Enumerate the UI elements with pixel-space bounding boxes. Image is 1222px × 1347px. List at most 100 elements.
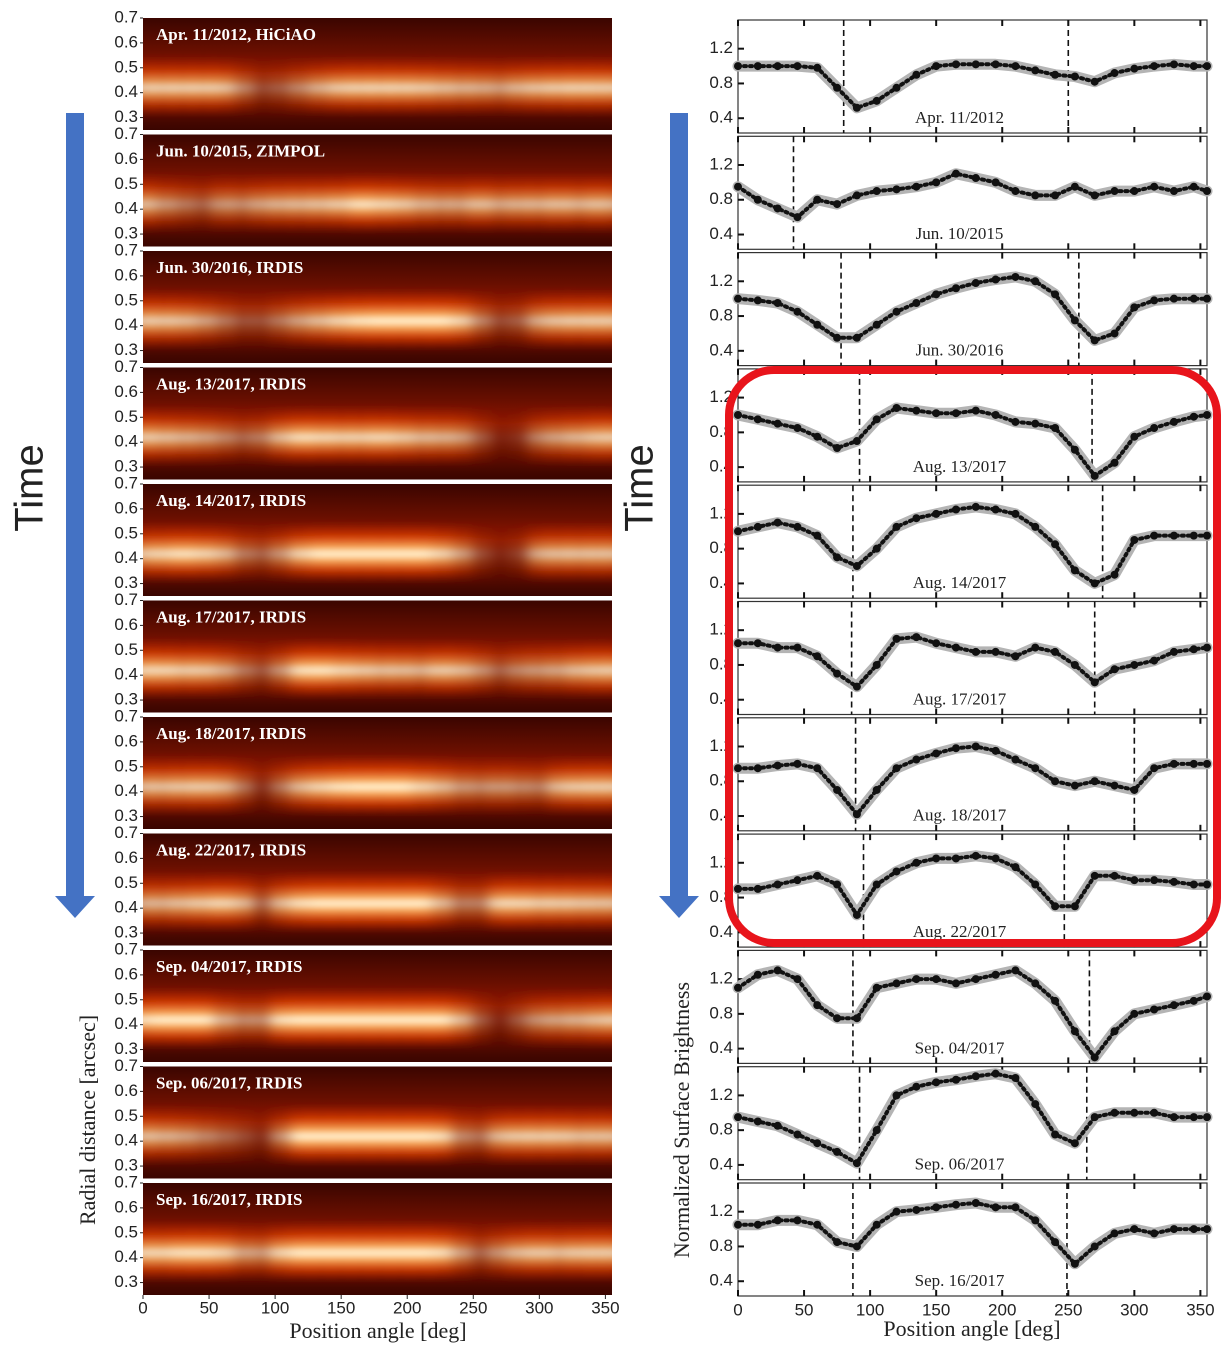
heat-cell bbox=[507, 637, 532, 701]
heat-cell bbox=[170, 404, 195, 468]
data-point bbox=[793, 759, 802, 768]
heat-cell bbox=[487, 521, 512, 584]
time-label: Time bbox=[8, 444, 52, 531]
band-group bbox=[143, 870, 612, 934]
heat-cell bbox=[487, 987, 512, 1050]
heat-cell bbox=[603, 55, 612, 118]
data-point bbox=[1070, 566, 1079, 575]
y-tick-label: 0.4 bbox=[114, 1131, 138, 1150]
x-tick-label: 50 bbox=[200, 1298, 219, 1317]
data-point bbox=[932, 749, 941, 758]
heat-cell bbox=[289, 987, 314, 1050]
data-point bbox=[833, 83, 842, 92]
heat-cell bbox=[527, 870, 552, 934]
heat-cell bbox=[249, 754, 274, 817]
heat-cell bbox=[349, 55, 373, 118]
data-point bbox=[1051, 902, 1060, 911]
data-point bbox=[932, 62, 941, 71]
heat-cell bbox=[143, 870, 155, 934]
heat-cell bbox=[289, 55, 314, 118]
heat-cell bbox=[527, 288, 552, 351]
data-point bbox=[912, 70, 921, 79]
heat-cell bbox=[150, 171, 175, 235]
heat-cell bbox=[329, 637, 354, 701]
data-point bbox=[813, 871, 822, 880]
heat-cell bbox=[586, 987, 608, 1050]
data-point bbox=[833, 1014, 842, 1023]
data-point bbox=[1130, 64, 1139, 73]
heat-cell bbox=[527, 55, 552, 118]
y-tick-label: 0.6 bbox=[114, 1197, 138, 1216]
data-point bbox=[951, 284, 960, 293]
data-point bbox=[971, 742, 980, 751]
y-tick-label: 0.6 bbox=[114, 848, 138, 867]
y-tick-label: 0.5 bbox=[114, 523, 138, 542]
data-point bbox=[1070, 660, 1079, 669]
heat-cell bbox=[269, 1103, 294, 1167]
y-tick-label: 0.5 bbox=[114, 174, 138, 193]
heat-cell bbox=[448, 55, 472, 118]
data-point bbox=[753, 522, 762, 531]
heat-cell bbox=[309, 1103, 334, 1167]
data-point bbox=[1031, 277, 1040, 286]
data-point bbox=[1110, 1027, 1119, 1036]
heat-cell bbox=[230, 171, 254, 235]
data-point bbox=[734, 294, 742, 303]
data-point bbox=[991, 410, 1000, 419]
data-point bbox=[1031, 764, 1040, 773]
panel-label: Aug. 17/2017, IRDIS bbox=[156, 607, 306, 626]
heat-cell bbox=[467, 171, 492, 235]
x-tick-label: 200 bbox=[988, 1300, 1016, 1319]
heat-cell bbox=[388, 987, 413, 1050]
heat-cell bbox=[408, 521, 433, 584]
data-point bbox=[912, 858, 921, 867]
data-point bbox=[773, 299, 782, 308]
data-point bbox=[1189, 62, 1198, 71]
heat-cell bbox=[210, 1103, 235, 1167]
heat-cell bbox=[329, 288, 354, 351]
data-point bbox=[753, 1220, 762, 1229]
data-point bbox=[951, 744, 960, 753]
data-point bbox=[773, 880, 782, 889]
data-point bbox=[1169, 531, 1178, 540]
data-point bbox=[1110, 329, 1119, 338]
heat-cell bbox=[408, 404, 433, 468]
data-point bbox=[892, 522, 901, 531]
data-point bbox=[734, 527, 742, 536]
heat-cell bbox=[567, 171, 591, 235]
data-point bbox=[1189, 996, 1198, 1005]
data-point bbox=[1110, 1108, 1119, 1117]
data-point bbox=[773, 204, 782, 213]
data-point bbox=[1070, 445, 1079, 454]
data-point bbox=[1051, 647, 1060, 656]
heat-cell bbox=[428, 1220, 453, 1283]
data-point bbox=[1130, 1225, 1139, 1234]
y-tick-label: 0.3 bbox=[114, 923, 138, 942]
panel-label: Jun. 10/2015, ZIMPOL bbox=[156, 141, 325, 160]
data-point bbox=[813, 432, 822, 441]
heat-cell bbox=[428, 1103, 453, 1167]
data-point bbox=[912, 406, 921, 415]
data-point bbox=[793, 424, 802, 433]
data-point bbox=[1090, 579, 1099, 588]
data-point bbox=[833, 1238, 842, 1247]
heat-cell bbox=[428, 870, 453, 934]
heat-cell bbox=[329, 987, 354, 1050]
panel-label: Aug. 13/2017 bbox=[913, 457, 1007, 476]
heat-cell bbox=[170, 521, 195, 584]
heat-cell bbox=[349, 870, 373, 934]
heat-cell bbox=[309, 754, 334, 817]
data-point bbox=[793, 1216, 802, 1225]
y-tick-label: 1.2 bbox=[709, 1201, 733, 1220]
heat-cell bbox=[567, 870, 591, 934]
heat-cell bbox=[289, 870, 314, 934]
y-tick-label: 0.6 bbox=[114, 32, 138, 51]
data-point bbox=[1150, 296, 1159, 305]
heat-cell bbox=[269, 870, 294, 934]
data-point bbox=[1070, 902, 1079, 911]
heat-cell bbox=[368, 870, 393, 934]
data-point bbox=[852, 191, 861, 200]
heat-cell bbox=[547, 754, 572, 817]
heat-cell bbox=[388, 404, 413, 468]
data-point bbox=[753, 296, 762, 305]
